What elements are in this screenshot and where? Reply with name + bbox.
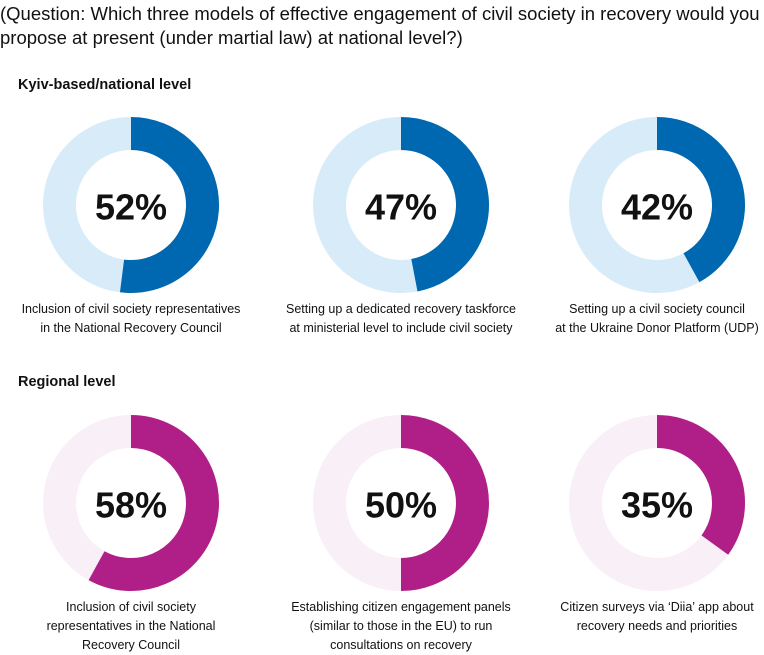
value-label: 52% xyxy=(95,187,167,228)
value-label: 35% xyxy=(621,485,693,526)
donut-caption: Setting up a civil society council at th… xyxy=(555,302,759,335)
donut-caption: Inclusion of civil society representativ… xyxy=(21,302,241,335)
donut-chart: 35% xyxy=(569,415,745,591)
donut-chart: 58% xyxy=(43,415,219,591)
value-label: 42% xyxy=(621,187,693,228)
donut-segment xyxy=(656,415,745,555)
value-label: 50% xyxy=(365,485,437,526)
donut-caption: Citizen surveys via ‘Diia’ app about rec… xyxy=(560,600,754,633)
value-label: 47% xyxy=(365,187,437,228)
section-heading: Regional level xyxy=(18,374,116,390)
question-title: (Question: Which three models of effecti… xyxy=(0,3,760,48)
donut-chart: 42% xyxy=(569,117,745,293)
donut-segment xyxy=(88,415,219,591)
donut-caption: Establishing citizen engagement panels (… xyxy=(291,600,511,652)
donut-chart: 47% xyxy=(313,117,489,293)
donut-chart: 50% xyxy=(313,415,489,591)
donut-caption: Setting up a dedicated recovery taskforc… xyxy=(286,302,516,335)
donut-caption: Inclusion of civil society representativ… xyxy=(46,600,216,652)
section-heading: Kyiv-based/national level xyxy=(18,77,192,93)
donut-segment xyxy=(119,117,219,293)
donut-segment xyxy=(400,415,489,591)
donut-segment xyxy=(400,117,489,292)
donut-segment xyxy=(656,117,745,283)
value-label: 58% xyxy=(95,485,167,526)
donut-chart: 52% xyxy=(43,117,219,293)
